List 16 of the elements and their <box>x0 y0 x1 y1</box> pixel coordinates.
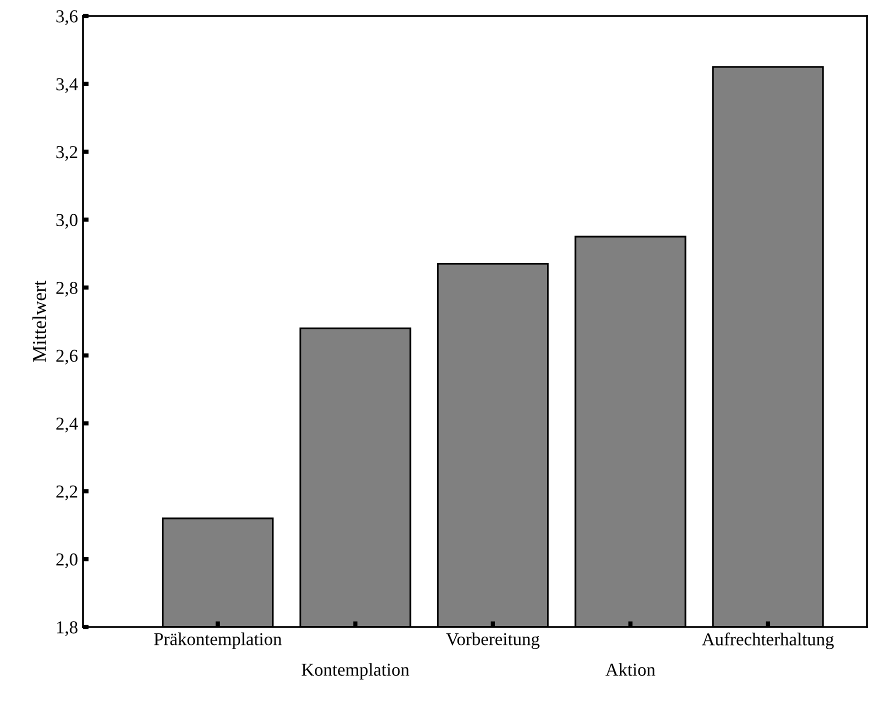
y-tick-label: 3,2 <box>56 146 78 161</box>
y-tick-label: 1,8 <box>57 621 78 636</box>
x-tick-label: Präkontemplation <box>154 632 282 649</box>
y-tick-label: 2,4 <box>56 418 78 432</box>
y-tick-label: 3,6 <box>56 10 78 26</box>
y-tick-label: 2,6 <box>56 350 78 364</box>
y-axis-title: Mittelwert <box>32 280 46 362</box>
y-tick-label: 2,0 <box>56 553 78 568</box>
x-tick-label: Aufrechterhaltung <box>702 632 834 650</box>
x-tick-label: Aktion <box>606 663 656 676</box>
y-tick-label: 2,2 <box>56 486 78 500</box>
y-tick-label: 3,0 <box>56 214 78 229</box>
x-tick-label: Kontemplation <box>302 663 410 680</box>
y-tick-label: 2,8 <box>56 282 78 297</box>
y-tick-label: 3,4 <box>56 78 78 93</box>
x-tick-label: Vorbereitung <box>446 632 540 649</box>
